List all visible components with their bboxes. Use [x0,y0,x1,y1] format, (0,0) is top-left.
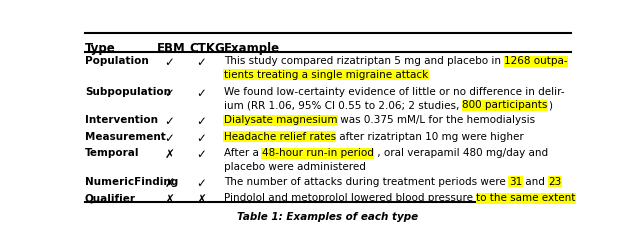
Text: ✓: ✓ [164,87,174,100]
Text: ✗: ✗ [164,193,174,206]
Text: ✓: ✓ [164,132,174,145]
Text: ✗: ✗ [164,177,174,190]
Text: Type: Type [85,43,116,55]
Text: Subpopulation: Subpopulation [85,87,171,97]
Text: 1268 outpa-: 1268 outpa- [504,56,568,66]
Text: The number of attacks during treatment periods were: The number of attacks during treatment p… [224,177,509,187]
Text: ✓: ✓ [164,115,174,128]
Text: ✓: ✓ [196,148,207,161]
Text: 800 participants: 800 participants [463,100,548,110]
Text: 48-hour run-in period: 48-hour run-in period [262,148,374,158]
Text: EBM: EBM [157,43,186,55]
Text: 23: 23 [548,177,561,187]
Text: ✓: ✓ [196,87,207,100]
Text: Population: Population [85,56,148,66]
Text: Example: Example [224,43,280,55]
Text: and: and [522,177,548,187]
Text: after rizatriptan 10 mg were higher: after rizatriptan 10 mg were higher [336,132,524,142]
Text: Dialysate magnesium: Dialysate magnesium [224,115,337,125]
Text: , oral verapamil 480 mg/day and: , oral verapamil 480 mg/day and [374,148,548,158]
Text: ✗: ✗ [164,148,174,161]
Text: ✗: ✗ [196,193,207,206]
Text: Pindolol and metoprolol lowered blood pressure: Pindolol and metoprolol lowered blood pr… [224,193,476,203]
Text: Measurement: Measurement [85,132,166,142]
Text: CTKG: CTKG [189,43,225,55]
Text: This study compared rizatriptan 5 mg and placebo in: This study compared rizatriptan 5 mg and… [224,56,504,66]
Text: We found low-certainty evidence of little or no difference in delir-: We found low-certainty evidence of littl… [224,87,564,97]
Text: ✓: ✓ [164,56,174,69]
Text: was 0.375 mM/L for the hemodialysis: was 0.375 mM/L for the hemodialysis [337,115,536,125]
Text: Headache relief rates: Headache relief rates [224,132,336,142]
Text: ✓: ✓ [196,115,207,128]
Text: ium (RR 1.06, 95% CI 0.55 to 2.06; 2 studies,: ium (RR 1.06, 95% CI 0.55 to 2.06; 2 stu… [224,100,463,110]
Text: placebo were administered: placebo were administered [224,162,365,172]
Text: Qualifier: Qualifier [85,193,136,203]
Text: to the same extent: to the same extent [476,193,575,203]
Text: ✓: ✓ [196,56,207,69]
Text: 31: 31 [509,177,522,187]
Text: ✓: ✓ [196,132,207,145]
Text: Table 1: Examples of each type: Table 1: Examples of each type [237,212,419,222]
Text: Temporal: Temporal [85,148,140,158]
Text: After a: After a [224,148,262,158]
Text: tients treating a single migraine attack: tients treating a single migraine attack [224,70,428,80]
Text: Intervention: Intervention [85,115,158,125]
Text: NumericFinding: NumericFinding [85,177,178,187]
Text: ✓: ✓ [196,177,207,190]
Text: ): ) [548,100,552,110]
